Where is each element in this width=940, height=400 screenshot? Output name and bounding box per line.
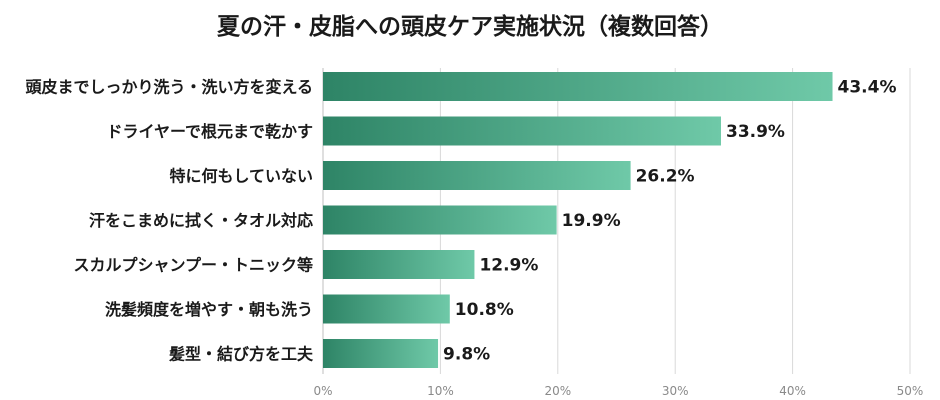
category-label: 洗髪頻度を増やす・朝も洗う [105, 300, 313, 319]
category-label: ドライヤーで根元まで乾かす [106, 122, 313, 141]
category-label: 汗をこまめに拭く・タオル対応 [89, 211, 313, 230]
x-tick-label: 40% [779, 384, 806, 398]
x-tick-label: 10% [427, 384, 454, 398]
category-label: 髪型・結び方を工夫 [168, 345, 314, 364]
bar-value-label: 12.9% [479, 256, 538, 276]
x-axis-ticks: 0% 10% 20% 30% 40% 50% [313, 384, 923, 398]
bar-value-label: 43.4% [838, 78, 897, 98]
bars: 43.4% 33.9% 26.2% 19.9% 12.9% 10.8% 9.8% [323, 72, 897, 368]
bar [323, 250, 475, 279]
bar [323, 161, 631, 190]
bar-value-label: 10.8% [455, 300, 514, 320]
x-tick-label: 50% [897, 384, 924, 398]
bar-value-label: 26.2% [636, 167, 695, 187]
bar [323, 294, 450, 324]
chart-title: 夏の汗・皮脂への頭皮ケア実施状況（複数回答） [217, 13, 723, 40]
bar-value-label: 33.9% [726, 122, 785, 142]
bar [323, 205, 557, 235]
bar [323, 339, 439, 368]
category-label: スカルプシャンプー・トニック等 [73, 256, 313, 275]
bar [323, 72, 833, 101]
category-label: 特に何もしていない [169, 167, 313, 186]
x-tick-label: 20% [544, 384, 571, 398]
category-label: 頭皮までしっかり洗う・洗い方を変える [25, 78, 313, 97]
category-labels: 頭皮までしっかり洗う・洗い方を変えるドライヤーで根元まで乾かす特に何もしていない… [25, 78, 314, 364]
bar-value-label: 9.8% [443, 345, 490, 365]
bar [323, 116, 721, 146]
x-tick-label: 30% [662, 384, 689, 398]
bar-value-label: 19.9% [562, 211, 621, 231]
x-tick-label: 0% [313, 384, 332, 398]
